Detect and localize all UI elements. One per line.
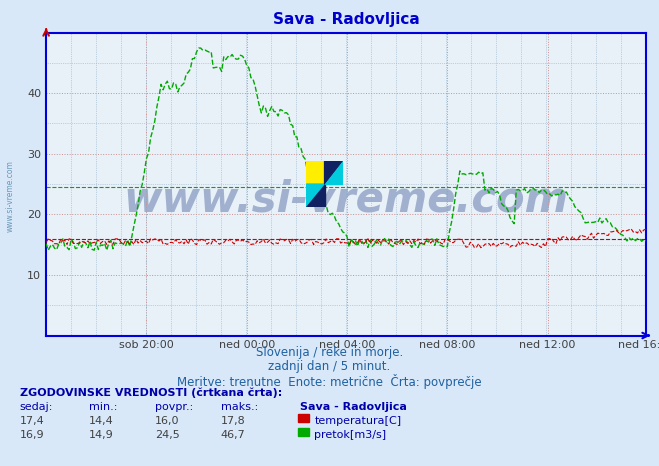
Text: Meritve: trenutne  Enote: metrične  Črta: povprečje: Meritve: trenutne Enote: metrične Črta: … [177, 374, 482, 389]
Text: Slovenija / reke in morje.: Slovenija / reke in morje. [256, 346, 403, 359]
Text: 14,4: 14,4 [89, 416, 114, 425]
Text: 14,9: 14,9 [89, 430, 114, 439]
Text: 16,0: 16,0 [155, 416, 179, 425]
Bar [306, 161, 325, 184]
Polygon shape [325, 161, 343, 184]
Text: zadnji dan / 5 minut.: zadnji dan / 5 minut. [268, 360, 391, 373]
Polygon shape [325, 161, 343, 184]
Title: Sava - Radovljica: Sava - Radovljica [273, 12, 419, 27]
Text: Sava - Radovljica: Sava - Radovljica [300, 402, 407, 411]
Text: min.:: min.: [89, 402, 117, 411]
Text: sedaj:: sedaj: [20, 402, 53, 411]
Text: ZGODOVINSKE VREDNOSTI (črtkana črta):: ZGODOVINSKE VREDNOSTI (črtkana črta): [20, 388, 282, 398]
Text: 46,7: 46,7 [221, 430, 246, 439]
Text: www.si-vreme.com: www.si-vreme.com [123, 178, 569, 220]
Text: 16,9: 16,9 [20, 430, 44, 439]
Text: povpr.:: povpr.: [155, 402, 193, 411]
Text: 17,8: 17,8 [221, 416, 246, 425]
Text: 24,5: 24,5 [155, 430, 180, 439]
Polygon shape [306, 184, 325, 207]
Polygon shape [306, 184, 325, 207]
Text: pretok[m3/s]: pretok[m3/s] [314, 430, 386, 439]
Text: temperatura[C]: temperatura[C] [314, 416, 401, 425]
Text: maks.:: maks.: [221, 402, 258, 411]
Text: www.si-vreme.com: www.si-vreme.com [5, 160, 14, 232]
Text: 17,4: 17,4 [20, 416, 45, 425]
